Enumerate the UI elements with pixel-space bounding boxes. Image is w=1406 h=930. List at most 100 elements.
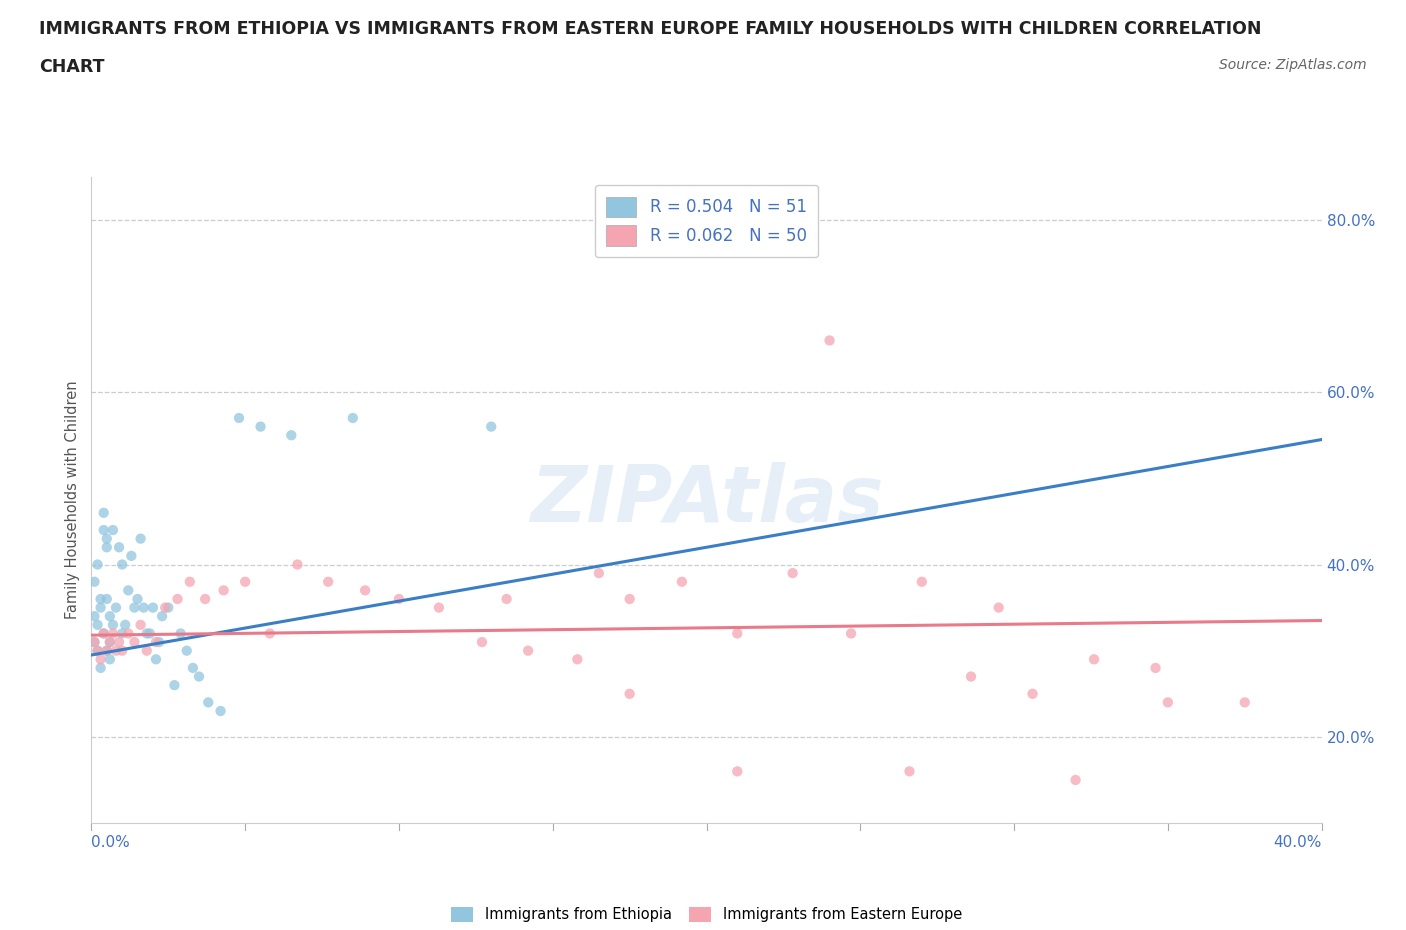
Point (98, 609, 121, 624)
Point (153, 600, 177, 615)
Text: CHART: CHART (39, 58, 105, 75)
Point (124, 634, 146, 649)
Point (197, 695, 219, 710)
Point (287, 557, 309, 572)
Point (1157, 695, 1180, 710)
Point (139, 626, 162, 641)
Point (111, 644, 134, 658)
Point (839, 626, 862, 641)
Point (169, 626, 191, 641)
Point (898, 764, 921, 778)
Point (150, 609, 173, 624)
Point (233, 575, 256, 590)
Point (671, 575, 693, 590)
Point (83, 634, 105, 649)
Point (90, 660, 112, 675)
Point (145, 652, 167, 667)
Point (96, 591, 118, 606)
Point (83, 575, 105, 590)
Point (108, 634, 131, 649)
Point (135, 626, 157, 641)
Point (1144, 660, 1167, 675)
Point (280, 428, 302, 443)
Point (517, 644, 540, 658)
Point (108, 539, 131, 554)
Text: 40.0%: 40.0% (1274, 835, 1322, 850)
Text: IMMIGRANTS FROM ETHIOPIA VS IMMIGRANTS FROM EASTERN EUROPE FAMILY HOUSEHOLDS WIT: IMMIGRANTS FROM ETHIOPIA VS IMMIGRANTS F… (39, 20, 1261, 38)
Point (124, 600, 146, 615)
Point (179, 575, 201, 590)
Point (911, 575, 934, 590)
Point (96, 531, 118, 546)
Point (354, 583, 377, 598)
Point (228, 410, 250, 425)
Point (129, 618, 152, 632)
Point (163, 678, 186, 693)
Y-axis label: Family Households with Children: Family Households with Children (65, 380, 80, 619)
Point (93, 523, 115, 538)
Point (86, 618, 108, 632)
Point (567, 652, 589, 667)
Point (342, 410, 364, 425)
Point (86, 644, 108, 658)
Point (101, 626, 124, 641)
Point (83, 609, 105, 624)
Point (98, 634, 121, 649)
Point (427, 600, 450, 615)
Point (86, 644, 108, 658)
Point (111, 557, 134, 572)
Point (96, 539, 118, 554)
Point (495, 591, 517, 606)
Point (86, 557, 108, 572)
Point (1021, 686, 1043, 701)
Point (145, 634, 167, 649)
Point (111, 626, 134, 641)
Point (1064, 773, 1087, 788)
Point (132, 600, 155, 615)
Point (1233, 695, 1256, 710)
Point (782, 565, 804, 580)
Point (90, 652, 112, 667)
Point (176, 644, 198, 658)
Point (114, 618, 136, 632)
Point (1083, 652, 1105, 667)
Point (127, 591, 149, 606)
Point (98, 652, 121, 667)
Point (83, 634, 105, 649)
Point (209, 704, 232, 719)
Legend: R = 0.504   N = 51, R = 0.062   N = 50: R = 0.504 N = 51, R = 0.062 N = 50 (595, 185, 818, 258)
Point (129, 531, 152, 546)
Point (117, 626, 139, 641)
Point (259, 626, 281, 641)
Point (101, 618, 124, 632)
Point (725, 626, 748, 641)
Point (96, 644, 118, 658)
Point (135, 644, 157, 658)
Point (90, 600, 112, 615)
Point (388, 591, 411, 606)
Point (93, 505, 115, 520)
Point (148, 634, 170, 649)
Point (725, 764, 748, 778)
Point (181, 660, 204, 675)
Point (479, 419, 502, 434)
Point (619, 686, 641, 701)
Point (101, 523, 124, 538)
Point (166, 591, 188, 606)
Point (93, 626, 115, 641)
Point (105, 600, 127, 615)
Point (249, 419, 271, 434)
Point (120, 549, 142, 564)
Point (818, 333, 841, 348)
Point (142, 600, 165, 615)
Point (105, 644, 127, 658)
Point (98, 634, 121, 649)
Point (960, 669, 983, 684)
Text: 0.0%: 0.0% (91, 835, 131, 850)
Point (588, 565, 610, 580)
Point (157, 600, 180, 615)
Text: ZIPAtlas: ZIPAtlas (530, 462, 883, 538)
Text: Source: ZipAtlas.com: Source: ZipAtlas.com (1219, 58, 1367, 72)
Point (619, 591, 641, 606)
Point (987, 600, 1010, 615)
